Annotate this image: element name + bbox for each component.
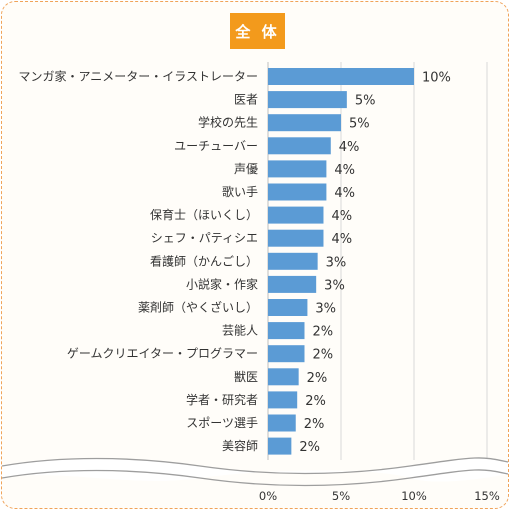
bar: [268, 368, 299, 386]
bar: [268, 160, 327, 178]
category-label: 薬剤師（やくざいし）: [138, 300, 258, 315]
chart-card: [1, 1, 509, 509]
value-label: 2%: [304, 417, 325, 432]
value-label: 5%: [349, 117, 370, 132]
category-label: 小説家・作家: [186, 276, 258, 291]
category-label: 芸能人: [222, 324, 258, 338]
value-label: 4%: [331, 209, 352, 224]
bar: [268, 345, 305, 363]
bar: [268, 391, 298, 409]
x-tick-label: 0%: [259, 489, 277, 503]
bar: [268, 114, 341, 132]
x-tick-label: 15%: [474, 489, 500, 503]
category-label: 学者・研究者: [186, 392, 258, 407]
category-label: シェフ・パティシエ: [151, 231, 258, 245]
bar: [268, 229, 324, 247]
x-tick-label: 5%: [332, 489, 350, 503]
value-label: 4%: [334, 163, 355, 178]
value-label: 4%: [339, 140, 360, 155]
value-label: 4%: [331, 232, 352, 247]
category-label: 学校の先生: [198, 115, 258, 130]
bar: [268, 275, 317, 293]
bar: [268, 68, 414, 85]
value-label: 2%: [313, 325, 334, 340]
category-label: マンガ家・アニメーター・イラストレーター: [18, 69, 258, 84]
axis-break-line: [1, 469, 509, 487]
category-label: ゲームクリエイター・プログラマー: [67, 347, 258, 361]
value-label: 5%: [355, 94, 376, 109]
bar: [268, 206, 324, 224]
category-label: 獣医: [234, 370, 258, 384]
bar: [268, 137, 331, 155]
value-label: 3%: [315, 302, 336, 317]
value-label: 2%: [307, 371, 328, 386]
category-label: 声優: [234, 162, 258, 176]
bar: [268, 299, 308, 316]
category-label: 医者: [234, 93, 258, 107]
category-label: 保育士（ほいくし）: [150, 207, 258, 222]
value-label: 3%: [324, 278, 345, 293]
category-label: 歌い手: [222, 184, 258, 199]
value-label: 2%: [313, 348, 334, 363]
x-tick-label: 10%: [401, 489, 427, 503]
bar: [268, 252, 318, 270]
category-label: 美容師: [222, 438, 258, 453]
axis-break-band: [2, 457, 508, 482]
category-label: ユーチューバー: [174, 139, 258, 153]
value-label: 2%: [299, 440, 320, 455]
value-label: 10%: [422, 71, 451, 86]
axis-break-line: [1, 457, 509, 475]
bar: [268, 437, 292, 455]
value-label: 2%: [305, 394, 326, 409]
category-label: 看護師（かんごし）: [150, 253, 258, 268]
bar: [268, 91, 347, 109]
bar: [268, 183, 327, 201]
category-label: スポーツ選手: [186, 416, 258, 430]
value-label: 3%: [326, 255, 347, 270]
value-label: 4%: [334, 186, 355, 201]
chart-title-badge: 全 体: [230, 13, 285, 49]
bar: [268, 322, 305, 340]
bar: [268, 414, 296, 432]
